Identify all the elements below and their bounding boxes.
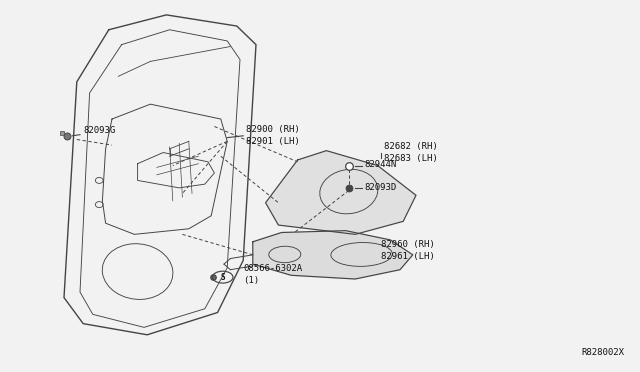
Text: 82093G: 82093G bbox=[83, 126, 115, 135]
Text: 08566-6302A
(1): 08566-6302A (1) bbox=[243, 264, 302, 285]
Text: 82093D: 82093D bbox=[365, 183, 397, 192]
Polygon shape bbox=[266, 151, 416, 234]
Text: R828002X: R828002X bbox=[581, 348, 624, 357]
Polygon shape bbox=[253, 231, 413, 279]
Text: S: S bbox=[220, 273, 225, 282]
Text: 82900 (RH)
82901 (LH): 82900 (RH) 82901 (LH) bbox=[246, 125, 300, 146]
Text: 82944N: 82944N bbox=[365, 160, 397, 169]
Text: 82960 (RH)
82961 (LH): 82960 (RH) 82961 (LH) bbox=[381, 240, 435, 261]
Text: 82682 (RH)
82683 (LH): 82682 (RH) 82683 (LH) bbox=[384, 142, 438, 163]
